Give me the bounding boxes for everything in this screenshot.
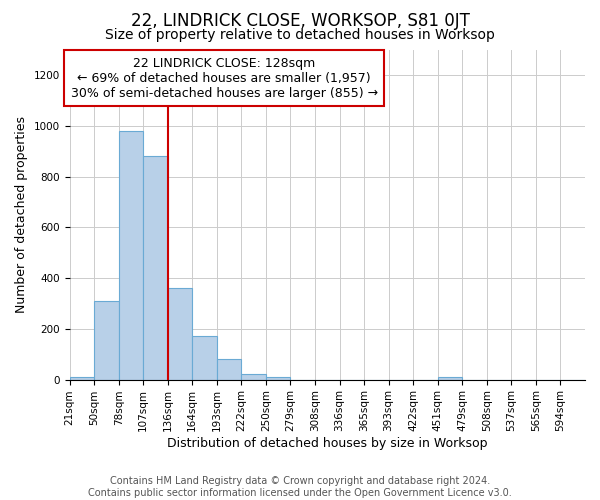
Bar [192, 336, 217, 380]
Bar [119, 131, 143, 380]
Bar [241, 374, 266, 380]
Y-axis label: Number of detached properties: Number of detached properties [15, 116, 28, 314]
Bar [438, 377, 462, 380]
Text: 22 LINDRICK CLOSE: 128sqm
← 69% of detached houses are smaller (1,957)
30% of se: 22 LINDRICK CLOSE: 128sqm ← 69% of detac… [71, 56, 378, 100]
Bar [143, 156, 168, 380]
Bar [266, 376, 290, 380]
X-axis label: Distribution of detached houses by size in Worksop: Distribution of detached houses by size … [167, 437, 488, 450]
Text: 22, LINDRICK CLOSE, WORKSOP, S81 0JT: 22, LINDRICK CLOSE, WORKSOP, S81 0JT [131, 12, 469, 30]
Bar [94, 301, 119, 380]
Bar [168, 288, 192, 380]
Bar [217, 360, 241, 380]
Bar [70, 377, 94, 380]
Text: Size of property relative to detached houses in Worksop: Size of property relative to detached ho… [105, 28, 495, 42]
Text: Contains HM Land Registry data © Crown copyright and database right 2024.
Contai: Contains HM Land Registry data © Crown c… [88, 476, 512, 498]
